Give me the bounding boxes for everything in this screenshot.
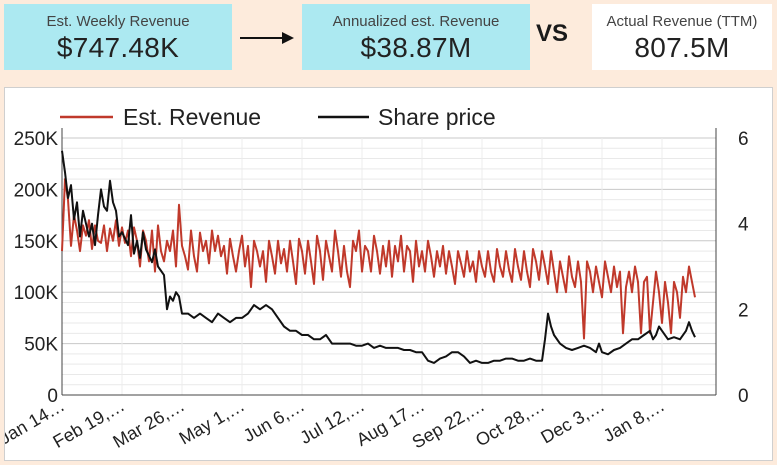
legend-label-share-price: Share price — [378, 104, 496, 130]
x-tick-label: May 1,… — [176, 395, 248, 448]
arrow-right-icon — [240, 32, 294, 44]
kpi-actual-value: 807.5M — [634, 32, 730, 63]
y-left-tick-label: 250K — [14, 129, 59, 150]
vs-label: VS — [535, 20, 568, 47]
y-left-tick-label: 50K — [24, 335, 58, 356]
y-right-tick-label: 6 — [738, 129, 749, 150]
kpi-annual-value: $38.87M — [360, 32, 472, 63]
kpi-actual-revenue: Actual Revenue (TTM) 807.5M — [592, 4, 772, 70]
series-line-share-price — [61, 150, 696, 364]
kpi-actual-label: Actual Revenue (TTM) — [606, 13, 758, 30]
x-tick-label: Oct 28,… — [472, 395, 548, 450]
kpi-annual-label: Annualized est. Revenue — [332, 13, 500, 30]
kpi-weekly-revenue: Est. Weekly Revenue $747.48K — [4, 4, 232, 70]
kpi-weekly-value: $747.48K — [56, 32, 180, 63]
y-right-tick-label: 4 — [738, 215, 749, 236]
y-left-tick-label: 200K — [14, 180, 59, 201]
y-left-tick-label: 0 — [47, 386, 58, 407]
kpi-weekly-label: Est. Weekly Revenue — [46, 13, 190, 30]
series-line-est-revenue — [61, 178, 696, 340]
chart-panel: 0 50K 100K 150K 200K 250K 0 2 4 6 Jan 14… Feb 19,… M… — [4, 87, 773, 461]
kpi-annualized-revenue: Annualized est. Revenue $38.87M — [302, 4, 530, 70]
y-right-tick-label: 2 — [738, 300, 749, 321]
x-tick-label: Jun 6,… — [240, 395, 308, 446]
legend-label-est-revenue: Est. Revenue — [123, 104, 261, 130]
y-right-tick-label: 0 — [738, 386, 749, 407]
x-tick-label: Jan 8,… — [600, 395, 668, 446]
x-tick-label: Dec 3,… — [537, 395, 608, 447]
y-left-tick-label: 150K — [14, 232, 59, 253]
y-left-tick-label: 100K — [14, 283, 59, 304]
